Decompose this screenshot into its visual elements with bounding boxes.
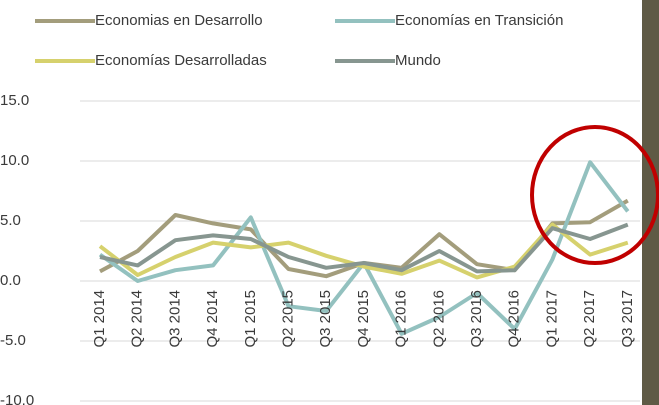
x-tick-label: Q3 2017 xyxy=(619,290,636,348)
highlight-circle xyxy=(530,125,659,265)
grid xyxy=(80,100,640,402)
x-tick-label: Q1 2015 xyxy=(242,290,259,348)
x-tick-label: Q1 2016 xyxy=(393,290,410,348)
x-tick-label: Q2 2017 xyxy=(581,290,598,348)
x-tick-label: Q3 2015 xyxy=(317,290,334,348)
y-tick-label: 10.0 xyxy=(0,152,29,169)
legend-label: Economías en Transición xyxy=(395,12,563,29)
x-tick-label: Q1 2017 xyxy=(543,290,560,348)
labels: -10.0 -5.0 0.0 5.0 10.0 15.0 Q1 2014 Q2 2014 Q3 … xyxy=(0,12,636,405)
y-tick-label: -10.0 xyxy=(0,392,34,405)
y-tick-label: 5.0 xyxy=(0,212,21,229)
lines xyxy=(98,160,630,336)
legend-label: Mundo xyxy=(395,52,441,69)
legend-label: Economias en Desarrollo xyxy=(95,12,263,29)
x-tick-label: Q4 2016 xyxy=(506,290,523,348)
y-tick-label: 15.0 xyxy=(0,92,29,109)
x-tick-label: Q4 2014 xyxy=(204,290,221,348)
y-tick-label: 0.0 xyxy=(0,272,21,289)
x-tick-label: Q3 2014 xyxy=(166,290,183,348)
y-tick-label: -5.0 xyxy=(0,332,26,349)
x-tick-label: Q1 2014 xyxy=(91,290,108,348)
series-line xyxy=(98,222,629,280)
x-tick-label: Q2 2015 xyxy=(279,290,296,348)
x-tick-label: Q4 2015 xyxy=(355,290,372,348)
series-line xyxy=(99,222,629,274)
x-tick-label: Q3 2016 xyxy=(468,290,485,348)
legend-label: Economías Desarrolladas xyxy=(95,52,267,69)
x-tick-label: Q2 2016 xyxy=(430,290,447,348)
side-bar xyxy=(642,0,659,405)
x-tick-label: Q2 2014 xyxy=(129,290,146,348)
